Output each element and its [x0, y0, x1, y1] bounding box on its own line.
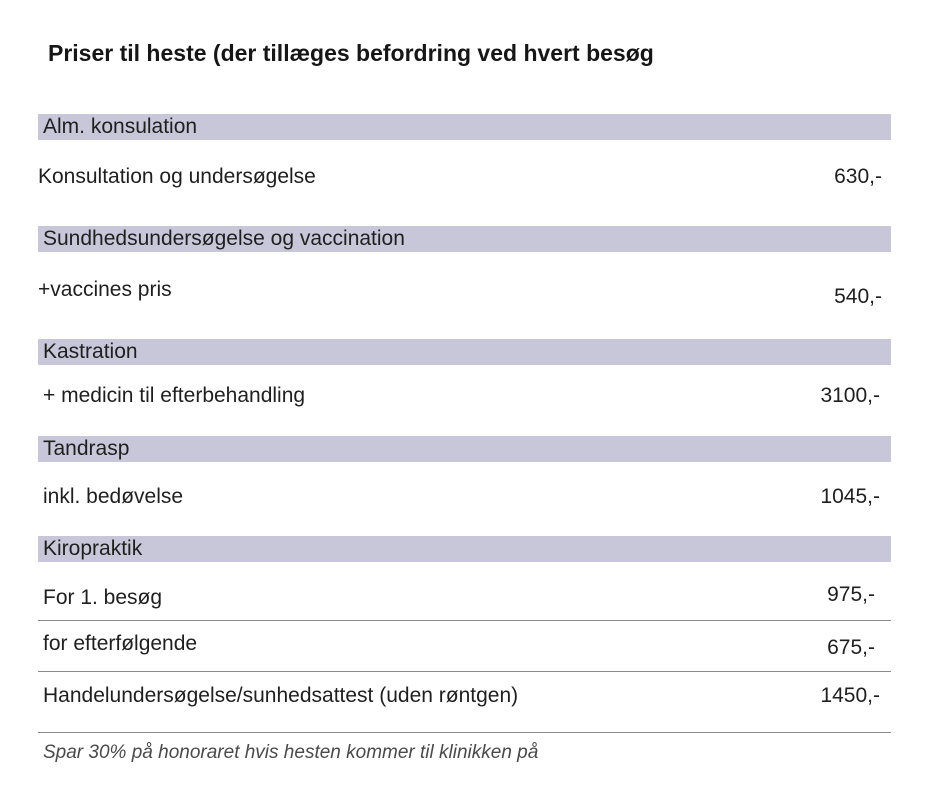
section-header-kastration: Kastration — [38, 339, 891, 365]
price-row-value: 1450,- — [820, 684, 880, 707]
section-header-kiropraktik: Kiropraktik — [38, 536, 891, 562]
price-row-label: inkl. bedøvelse — [43, 485, 184, 508]
section-header-label: Tandrasp — [43, 437, 130, 460]
section-header-label: Kiropraktik — [43, 537, 143, 560]
price-row-value: 675,- — [827, 636, 875, 659]
price-row-value: 975,- — [827, 583, 875, 606]
price-row-value: 3100,- — [820, 384, 880, 407]
price-row-label: Handelundersøgelse/sunhedsattest (uden r… — [43, 684, 519, 707]
price-row-value: 1045,- — [820, 485, 880, 508]
row-divider — [38, 671, 891, 672]
section-header-label: Kastration — [43, 340, 138, 363]
row-divider — [38, 732, 891, 733]
section-header-alm-konsulation: Alm. konsulation — [38, 114, 891, 140]
section-header-tandrasp: Tandrasp — [38, 436, 891, 462]
footnote: Spar 30% på honoraret hvis hesten kommer… — [43, 742, 539, 763]
price-row-value: 540,- — [834, 285, 882, 308]
price-row-label: Konsultation og undersøgelse — [38, 165, 316, 188]
section-header-label: Alm. konsulation — [43, 115, 198, 138]
price-row-value: 630,- — [834, 165, 882, 188]
page-title: Priser til heste (der tillæges befordrin… — [48, 40, 654, 66]
price-row-label: for efterfølgende — [43, 632, 198, 655]
price-row-label: +vaccines pris — [38, 278, 172, 301]
row-divider — [38, 620, 891, 621]
section-header-label: Sundhedsundersøgelse og vaccination — [43, 227, 405, 250]
section-header-sundhedsundersoegelse: Sundhedsundersøgelse og vaccination — [38, 226, 891, 252]
price-row-label: For 1. besøg — [43, 586, 163, 609]
price-row-label: + medicin til efterbehandling — [43, 384, 306, 407]
